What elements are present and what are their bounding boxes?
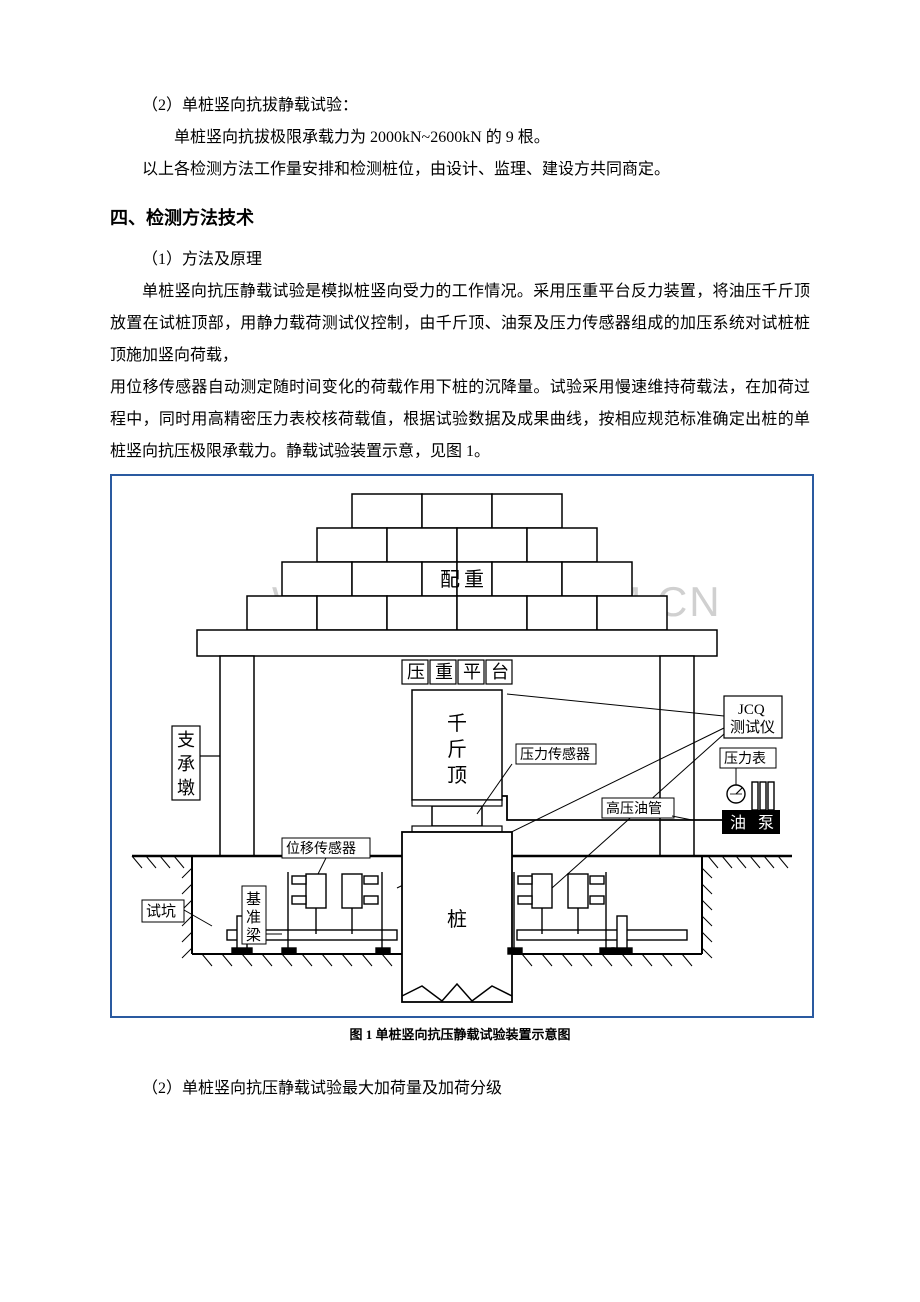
label-jin: 斤 bbox=[447, 738, 467, 761]
label-zhong: 重 bbox=[464, 568, 484, 591]
page-container: （2）单桩竖向抗拔静载试验： 单桩竖向抗拔极限承载力为 2000kN~2600k… bbox=[0, 0, 920, 1165]
label-qian: 千 bbox=[447, 712, 467, 735]
label-jcq1: JCQ bbox=[738, 702, 765, 718]
paragraph-sub1: （1）方法及原理 bbox=[110, 244, 810, 276]
label-ding: 顶 bbox=[447, 765, 467, 787]
label-jz3: 梁 bbox=[246, 927, 261, 944]
label-gaoya: 高压油管 bbox=[606, 800, 662, 817]
weight-stack bbox=[247, 494, 667, 630]
label-pei: 配 bbox=[440, 569, 460, 591]
support-pier-right bbox=[660, 656, 694, 856]
paragraph-method-1: 单桩竖向抗压静载试验是模拟桩竖向受力的工作情况。采用压重平台反力装置，将油压千斤… bbox=[110, 276, 810, 372]
paragraph-item-2: （2）单桩竖向抗拔静载试验： bbox=[110, 90, 810, 122]
paragraph-summary: 以上各检测方法工作量安排和检测桩位，由设计、监理、建设方共同商定。 bbox=[110, 154, 810, 186]
label-beng: 泵 bbox=[758, 814, 774, 832]
pump-icon bbox=[752, 782, 774, 810]
disp-sensor-left bbox=[282, 872, 390, 954]
label-you: 油 bbox=[730, 814, 746, 832]
pressure-sensor bbox=[432, 806, 482, 826]
label-weiyi: 位移传感器 bbox=[286, 840, 356, 857]
label-zhong2: 重 bbox=[435, 662, 453, 682]
platform-beam bbox=[197, 630, 717, 656]
label-jz1: 基 bbox=[246, 891, 261, 908]
label-zhuang: 桩 bbox=[447, 908, 467, 931]
figure-caption: 图 1 单桩竖向抗压静载试验装置示意图 bbox=[110, 1024, 810, 1043]
diagram-figure: WWW.ZIXIN.COM.CN 配 重 压 重 平 台 支 承 墩 bbox=[110, 474, 814, 1018]
paragraph-method-2: 用位移传感器自动测定随时间变化的荷载作用下桩的沉降量。试验采用慢速维持荷载法，在… bbox=[110, 372, 810, 468]
paragraph-sub2: （2）单桩竖向抗压静载试验最大加荷量及加荷分级 bbox=[110, 1073, 810, 1105]
label-shikeng: 试坑 bbox=[146, 903, 176, 920]
support-pier-left bbox=[220, 656, 254, 856]
label-zcd3: 墩 bbox=[177, 778, 195, 798]
label-jcq2: 测试仪 bbox=[730, 719, 775, 736]
label-jz2: 准 bbox=[246, 909, 261, 926]
label-tai: 台 bbox=[491, 662, 509, 682]
paragraph-detail: 单桩竖向抗拔极限承载力为 2000kN~2600kN 的 9 根。 bbox=[110, 122, 810, 154]
label-yali: 压力传感器 bbox=[520, 746, 590, 763]
section-heading-4: 四、检测方法技术 bbox=[110, 204, 810, 230]
label-ya: 压 bbox=[407, 662, 425, 682]
label-zcd1: 支 bbox=[177, 730, 195, 750]
disp-sensor-right bbox=[508, 872, 614, 954]
label-yalibiao: 压力表 bbox=[724, 751, 766, 767]
label-ping: 平 bbox=[463, 662, 481, 682]
label-zcd2: 承 bbox=[177, 754, 195, 774]
